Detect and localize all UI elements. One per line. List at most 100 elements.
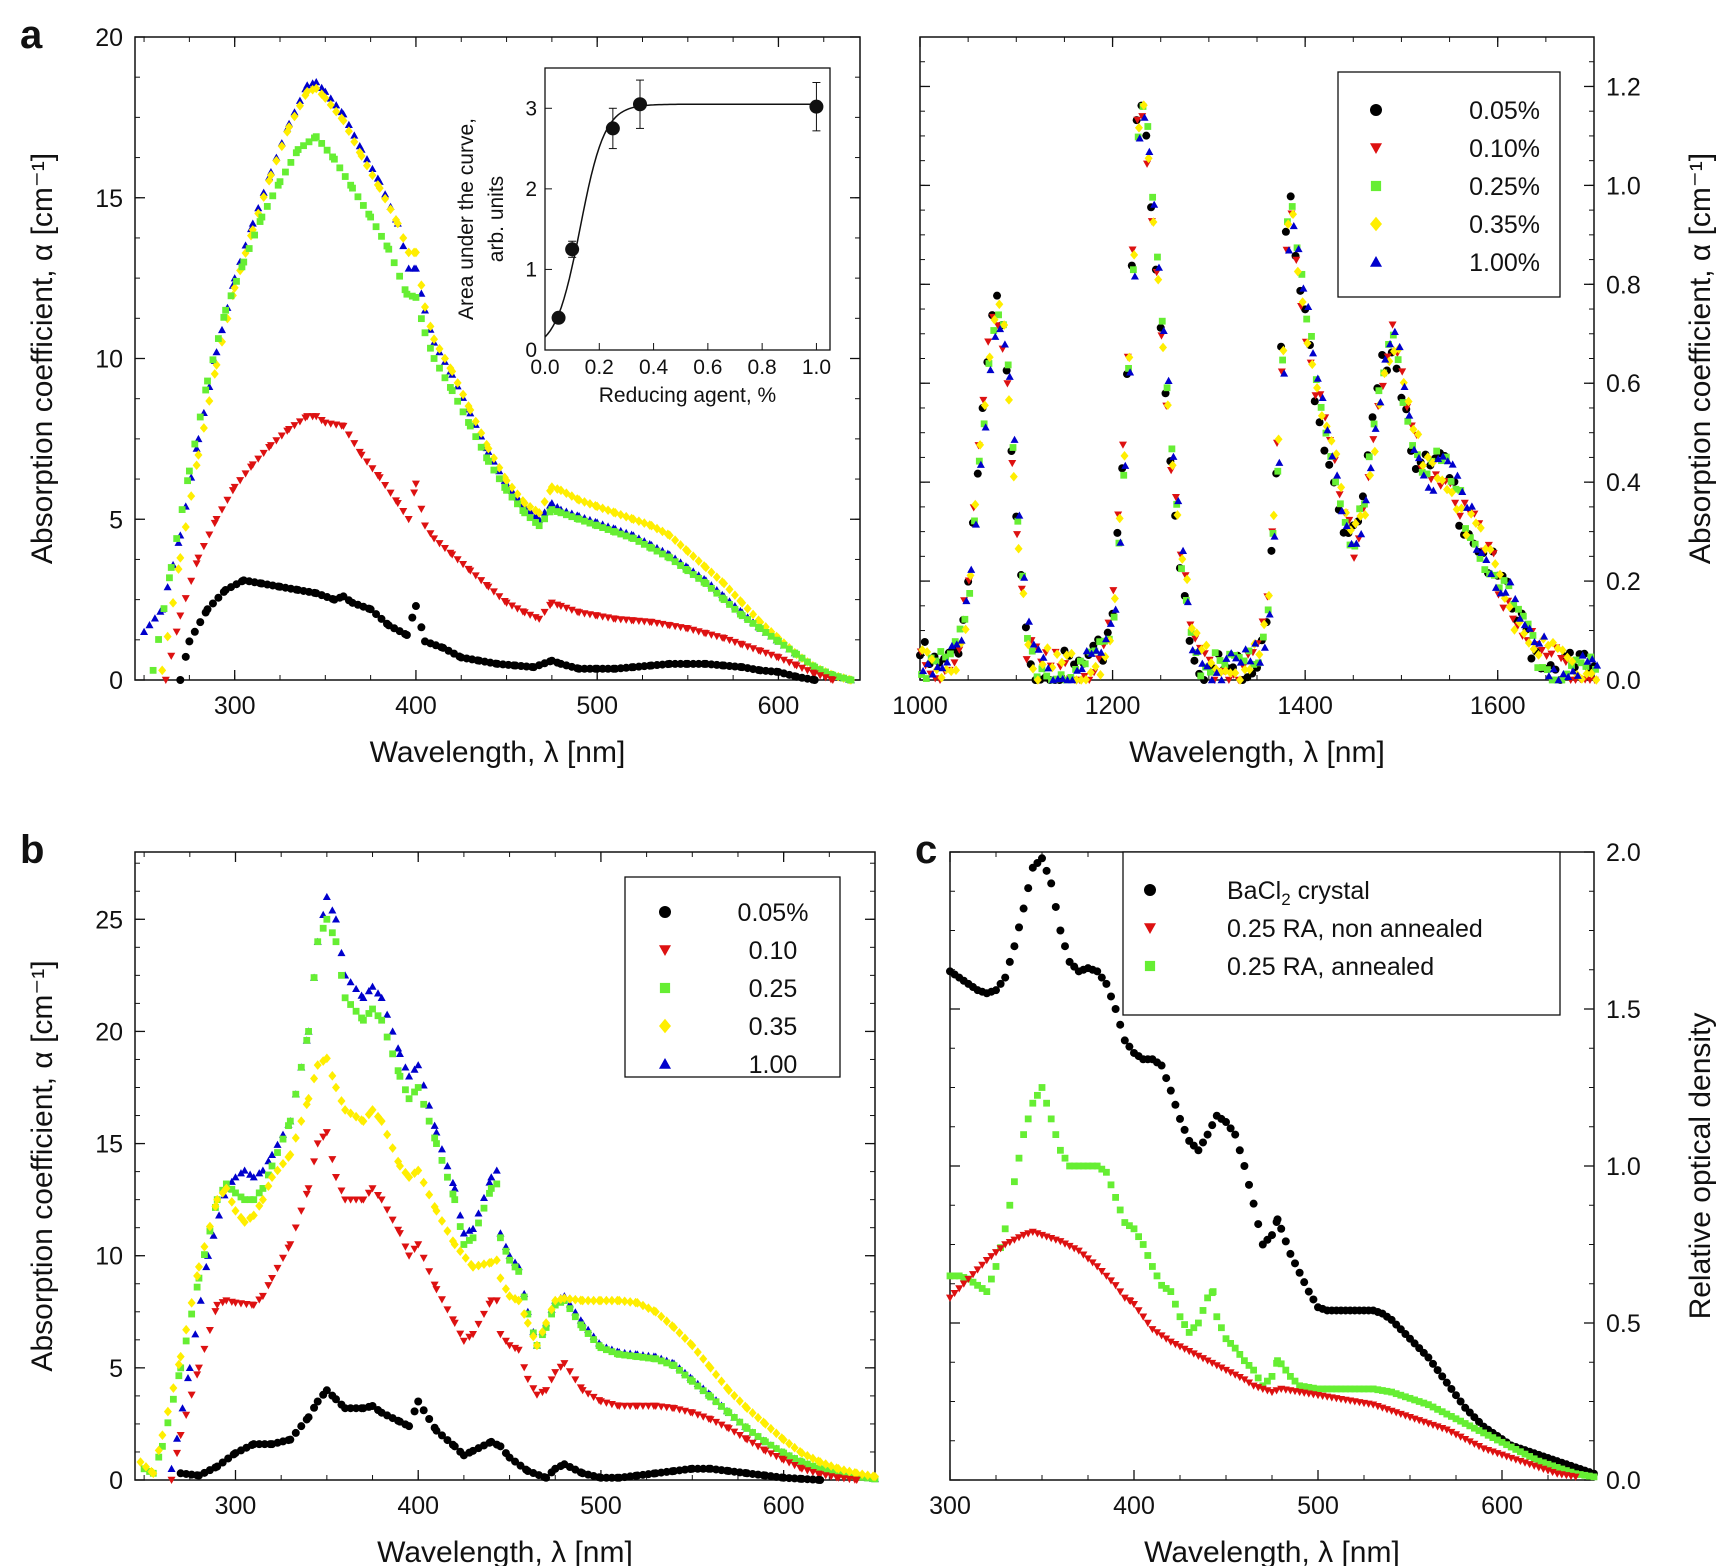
- data-point: [1424, 483, 1433, 491]
- data-point: [204, 377, 211, 385]
- data-point: [1226, 1124, 1235, 1133]
- data-point: [1197, 672, 1205, 680]
- inset-x-tick-label: 0.0: [530, 356, 559, 379]
- data-point: [1097, 973, 1106, 982]
- data-point: [1029, 1099, 1037, 1107]
- data-point: [754, 1433, 762, 1440]
- data-point: [1133, 116, 1142, 124]
- data-point: [761, 1419, 770, 1429]
- data-point: [1399, 399, 1407, 406]
- data-point: [1221, 661, 1229, 668]
- data-point: [437, 1145, 446, 1153]
- data-point: [1486, 544, 1495, 555]
- data-point: [450, 1239, 459, 1250]
- data-point: [1438, 475, 1447, 485]
- data-point: [279, 1254, 287, 1262]
- data-point: [706, 1416, 715, 1424]
- data-point: [194, 1364, 203, 1372]
- data-point: [969, 1271, 977, 1279]
- data-point: [1272, 1387, 1281, 1395]
- data-point: [547, 599, 556, 607]
- data-point: [699, 1387, 707, 1395]
- data-point: [736, 1418, 744, 1426]
- data-point: [611, 615, 620, 623]
- data-point: [346, 1404, 355, 1413]
- data-point: [1143, 160, 1152, 168]
- data-point: [317, 417, 326, 425]
- data-point: [466, 567, 475, 575]
- data-point: [1280, 369, 1289, 377]
- data-point: [1171, 1340, 1180, 1349]
- data-point: [1418, 460, 1427, 471]
- y-tick-label: 1.2: [1606, 73, 1641, 101]
- data-point: [1289, 209, 1298, 220]
- data-point: [754, 1443, 763, 1451]
- data-point: [487, 1185, 495, 1192]
- data-point: [1014, 517, 1022, 525]
- data-point: [1139, 100, 1148, 111]
- data-point: [266, 442, 275, 450]
- data-point: [1115, 513, 1124, 524]
- data-point: [1475, 1443, 1483, 1451]
- data-point: [562, 511, 570, 519]
- data-point: [584, 1330, 592, 1337]
- data-point: [347, 1001, 355, 1008]
- data-point: [1024, 1230, 1033, 1238]
- data-point: [1051, 902, 1060, 911]
- data-point: [487, 1173, 496, 1181]
- data-point: [996, 979, 1005, 988]
- data-point: [516, 1461, 525, 1470]
- y-axis-title: Absorption coefficient, α [cm⁻¹]: [26, 960, 59, 1371]
- data-point: [694, 1382, 702, 1390]
- data-point: [1277, 1224, 1286, 1233]
- data-point: [1169, 452, 1178, 460]
- data-point: [331, 1174, 340, 1182]
- data-point: [249, 1210, 258, 1221]
- data-point: [521, 509, 529, 517]
- data-point: [1428, 457, 1437, 468]
- data-point: [1153, 1272, 1161, 1280]
- data-point: [611, 528, 619, 536]
- data-point: [292, 1090, 300, 1098]
- data-point: [1558, 645, 1567, 656]
- data-point: [364, 1189, 373, 1197]
- data-point: [200, 1345, 209, 1354]
- data-point: [393, 499, 402, 508]
- data-point: [1320, 446, 1329, 455]
- data-point: [1005, 372, 1014, 380]
- data-point: [1365, 453, 1373, 461]
- data-point: [454, 397, 462, 405]
- inset-x-tick-label: 0.6: [693, 356, 722, 379]
- data-point: [1120, 1294, 1129, 1302]
- data-point: [1097, 648, 1106, 656]
- data-point: [725, 1409, 733, 1417]
- data-point: [169, 598, 178, 608]
- data-point: [1217, 1364, 1226, 1372]
- data-point: [1452, 504, 1461, 515]
- data-point: [1014, 543, 1023, 554]
- data-point: [966, 570, 975, 581]
- data-point: [626, 1352, 634, 1360]
- data-point: [419, 1406, 428, 1415]
- inset-y-axis-title: Area under the curve,: [455, 118, 478, 320]
- data-point: [255, 1440, 264, 1449]
- data-point: [182, 1411, 191, 1419]
- data-point: [1265, 610, 1274, 618]
- data-point: [1084, 1255, 1092, 1263]
- data-point: [492, 1255, 501, 1265]
- data-point: [338, 971, 345, 979]
- data-point: [255, 1169, 264, 1177]
- data-point: [401, 1243, 410, 1251]
- data-point: [1183, 574, 1192, 585]
- data-point: [1245, 1379, 1253, 1387]
- data-point: [586, 519, 594, 527]
- data-point: [448, 387, 456, 395]
- data-point: [688, 1340, 697, 1351]
- data-point: [477, 577, 486, 585]
- data-point: [622, 616, 631, 624]
- data-point: [471, 416, 480, 427]
- data-point: [560, 1360, 569, 1368]
- panel-letter-a: a: [20, 13, 43, 57]
- data-point: [845, 1466, 854, 1477]
- data-point: [713, 589, 721, 597]
